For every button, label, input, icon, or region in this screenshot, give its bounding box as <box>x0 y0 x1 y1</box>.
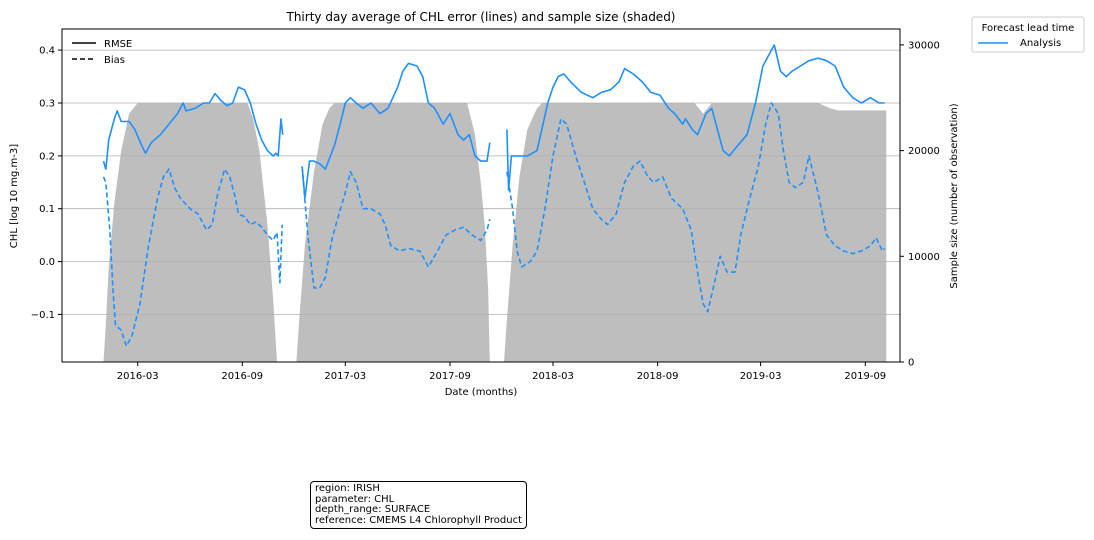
x-tick-label-7: 2019-09 <box>844 371 886 382</box>
x-tick-label-5: 2018-09 <box>637 371 679 382</box>
lead-time-legend: Forecast lead time Analysis <box>971 16 1085 53</box>
series-lines <box>102 44 886 347</box>
info-box: region: IRISH parameter: CHL depth_range… <box>310 481 528 529</box>
y2-axis-label: Sample size (number of observation) <box>949 103 960 288</box>
y-tick-label-2: 0.1 <box>39 204 55 215</box>
sample-size-block-1 <box>296 103 490 362</box>
style-legend: RMSE Bias <box>72 39 132 66</box>
y-tick-label-3: 0.2 <box>39 151 55 162</box>
y2-tick-label-1: 10000 <box>908 252 940 263</box>
info-reference: reference: CMEMS L4 Chlorophyll Product <box>315 514 523 526</box>
y-tick-label-1: 0.0 <box>39 257 55 268</box>
lead-legend-analysis-label: Analysis <box>1020 38 1061 49</box>
y-axis-label: CHL [log 10 mg.m-3] <box>9 144 20 248</box>
sample-size-area <box>103 103 887 362</box>
legend-bias-label: Bias <box>104 55 125 66</box>
bias-line-1 <box>301 166 491 289</box>
rmse-line-1 <box>301 62 491 199</box>
x-tick-label-1: 2016-09 <box>221 371 263 382</box>
rmse-line-2 <box>506 44 885 191</box>
bias-line-0 <box>102 168 283 347</box>
y2-tick-label-0: 0 <box>908 358 914 369</box>
info-region: region: IRISH <box>315 483 380 494</box>
sample-size-block-2 <box>504 103 887 362</box>
x-tick-label-3: 2017-09 <box>429 371 471 382</box>
y-axis: −0.1 0.0 0.1 0.2 0.3 0.4 <box>31 46 62 321</box>
y2-tick-label-3: 30000 <box>908 40 940 51</box>
chart-title: Thirty day average of CHL error (lines) … <box>286 10 676 24</box>
y-tick-label-5: 0.4 <box>39 46 55 57</box>
x-tick-label-2: 2017-03 <box>324 371 366 382</box>
lead-legend-title: Forecast lead time <box>982 23 1075 34</box>
sample-size-block-0 <box>103 103 277 362</box>
legend-rmse-label: RMSE <box>104 39 132 50</box>
info-parameter: parameter: CHL <box>315 493 395 505</box>
bias-line-2 <box>506 102 886 313</box>
x-tick-label-0: 2016-03 <box>117 371 159 382</box>
x-axis: 2016-03 2016-09 2017-03 2017-09 2018-03 2018-… <box>117 362 886 382</box>
x-tick-label-4: 2018-03 <box>532 371 574 382</box>
y-tick-label-0: −0.1 <box>31 310 55 321</box>
x-axis-label: Date (months) <box>445 387 518 398</box>
y2-tick-label-2: 20000 <box>908 146 940 157</box>
gridlines <box>62 49 900 315</box>
rmse-line-0 <box>102 86 284 170</box>
plot-frame <box>61 28 901 363</box>
y2-axis: 0 10000 20000 30000 <box>900 40 940 369</box>
y-tick-label-4: 0.3 <box>39 99 55 110</box>
info-depth-range: depth_range: SURFACE <box>315 504 431 515</box>
x-tick-label-6: 2019-03 <box>740 371 782 382</box>
